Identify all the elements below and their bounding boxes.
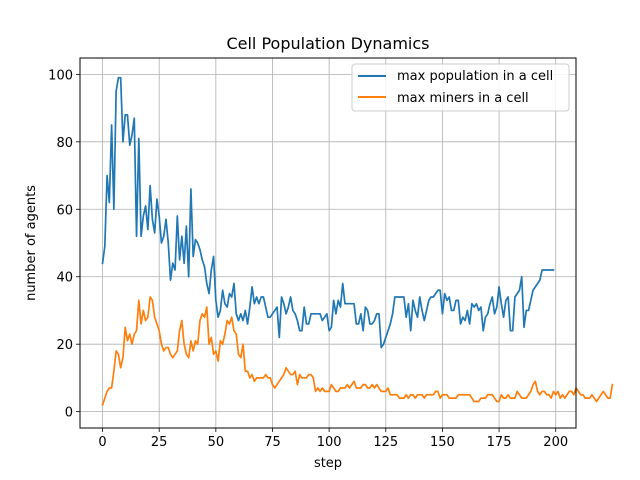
- series-lines: [101, 76, 614, 406]
- y-tick-label: 20: [56, 338, 73, 353]
- legend-label-population: max population in a cell: [397, 69, 553, 84]
- x-tick-label: 25: [151, 435, 168, 450]
- legend: max population in a cell max miners in a…: [351, 63, 570, 112]
- x-tick-label: 0: [98, 435, 106, 450]
- y-tick-label: 0: [65, 406, 73, 421]
- x-tick-label: 75: [264, 435, 281, 450]
- legend-label-miners: max miners in a cell: [397, 91, 529, 106]
- x-tick-label: 175: [487, 435, 512, 450]
- ticks: 0 25 50 75 100 125 150 175 200 0 20 40 60 80 100: [48, 68, 568, 450]
- legend-box: [351, 63, 570, 112]
- y-tick-label: 40: [56, 271, 73, 286]
- x-tick-label: 150: [430, 435, 455, 450]
- series-line-max-miners: [101, 296, 614, 406]
- plot-frame: [79, 57, 577, 429]
- x-axis-label: step: [314, 456, 342, 471]
- series-line-max-population: [101, 76, 555, 349]
- grid: [80, 58, 576, 428]
- x-tick-label: 100: [317, 435, 342, 450]
- y-axis-label: number of agents: [24, 185, 39, 301]
- x-tick-label: 125: [373, 435, 398, 450]
- y-tick-label: 60: [56, 203, 73, 218]
- chart-title: Cell Population Dynamics: [226, 34, 429, 53]
- x-tick-label: 50: [208, 435, 225, 450]
- x-tick-label: 200: [543, 435, 568, 450]
- y-tick-label: 80: [56, 136, 73, 151]
- y-tick-label: 100: [48, 68, 73, 83]
